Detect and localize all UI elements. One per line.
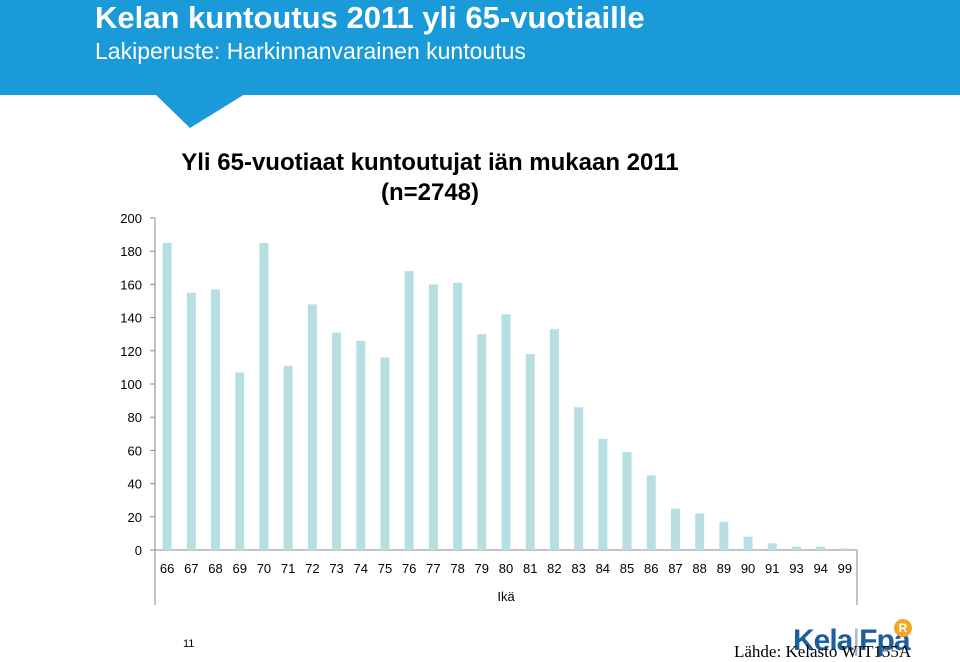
logo-kela: Kela <box>793 624 853 657</box>
logo-separator: | <box>852 624 860 657</box>
header-bar <box>0 0 960 95</box>
bar <box>525 354 535 550</box>
bar <box>211 289 221 550</box>
x-tick-label: 93 <box>789 561 803 576</box>
x-tick-label: 82 <box>547 561 561 576</box>
bar <box>428 284 438 550</box>
x-tick-label: 68 <box>208 561 222 576</box>
x-tick-label: 76 <box>402 561 416 576</box>
bar <box>307 304 317 550</box>
x-tick-label: 91 <box>765 561 779 576</box>
bar <box>259 242 269 550</box>
page-number: 11 <box>183 638 195 650</box>
x-tick-label: 67 <box>184 561 198 576</box>
bar <box>670 508 680 550</box>
x-tick-label: 94 <box>813 561 827 576</box>
bar <box>816 546 826 550</box>
bar <box>598 438 608 550</box>
x-tick-label: 75 <box>378 561 392 576</box>
x-tick-label: 79 <box>475 561 489 576</box>
x-tick-label: 99 <box>838 561 852 576</box>
bar <box>791 546 801 550</box>
y-tick-label: 0 <box>135 543 142 558</box>
bar <box>235 372 245 550</box>
x-tick-label: 81 <box>523 561 537 576</box>
x-tick-label: 74 <box>354 561 368 576</box>
y-tick-label: 200 <box>120 211 142 226</box>
x-tick-label: 72 <box>305 561 319 576</box>
x-tick-label: 89 <box>717 561 731 576</box>
y-tick-label: 140 <box>120 311 142 326</box>
bar <box>453 282 463 550</box>
bar <box>646 475 656 550</box>
x-tick-label: 88 <box>692 561 706 576</box>
y-tick-label: 60 <box>128 443 142 458</box>
bar <box>404 271 414 550</box>
chart-title-line1: Yli 65-vuotiaat kuntoutujat iän mukaan 2… <box>181 149 679 176</box>
bar <box>162 242 172 550</box>
x-tick-label: 69 <box>232 561 246 576</box>
bar <box>719 521 729 550</box>
bar <box>501 314 511 550</box>
chart-title: Yli 65-vuotiaat kuntoutujat iän mukaan 2… <box>160 148 700 208</box>
y-tick-label: 100 <box>120 377 142 392</box>
x-tick-label: 70 <box>257 561 271 576</box>
bar <box>186 292 196 550</box>
y-tick-label: 80 <box>128 410 142 425</box>
x-tick-label: 77 <box>426 561 440 576</box>
bar <box>743 536 753 550</box>
bar <box>574 407 584 550</box>
x-tick-label: 87 <box>668 561 682 576</box>
y-tick-label: 120 <box>120 344 142 359</box>
y-tick-label: 180 <box>120 244 142 259</box>
x-tick-label: 73 <box>329 561 343 576</box>
bar <box>380 357 390 550</box>
bar <box>356 340 366 550</box>
x-tick-label: 86 <box>644 561 658 576</box>
bar <box>695 513 705 550</box>
x-axis-label: Ikä <box>497 589 515 604</box>
y-tick-label: 160 <box>120 277 142 292</box>
x-tick-label: 78 <box>450 561 464 576</box>
x-tick-label: 85 <box>620 561 634 576</box>
source-note: Lähde: Kelasto WIT155A <box>734 642 912 661</box>
x-tick-label: 71 <box>281 561 295 576</box>
x-tick-label: 84 <box>596 561 610 576</box>
bar <box>477 334 487 550</box>
slide-subtitle: Lakiperuste: Harkinnanvarainen kuntoutus <box>95 38 526 64</box>
x-tick-label: 90 <box>741 561 755 576</box>
y-tick-label: 40 <box>128 477 142 492</box>
bar <box>549 329 559 550</box>
header-notch <box>155 94 245 128</box>
bar <box>622 452 632 550</box>
chart-title-line2: (n=2748) <box>380 179 480 206</box>
bar <box>840 548 850 550</box>
bar <box>332 332 342 550</box>
slide-title: Kelan kuntoutus 2011 yli 65-vuotiaille <box>95 0 645 35</box>
x-tick-label: 66 <box>160 561 174 576</box>
bar <box>767 543 777 550</box>
logo-mark-icon: R <box>894 619 912 637</box>
x-tick-label: 80 <box>499 561 513 576</box>
y-tick-label: 20 <box>128 510 142 525</box>
x-tick-label: 83 <box>571 561 585 576</box>
bar <box>283 365 293 550</box>
